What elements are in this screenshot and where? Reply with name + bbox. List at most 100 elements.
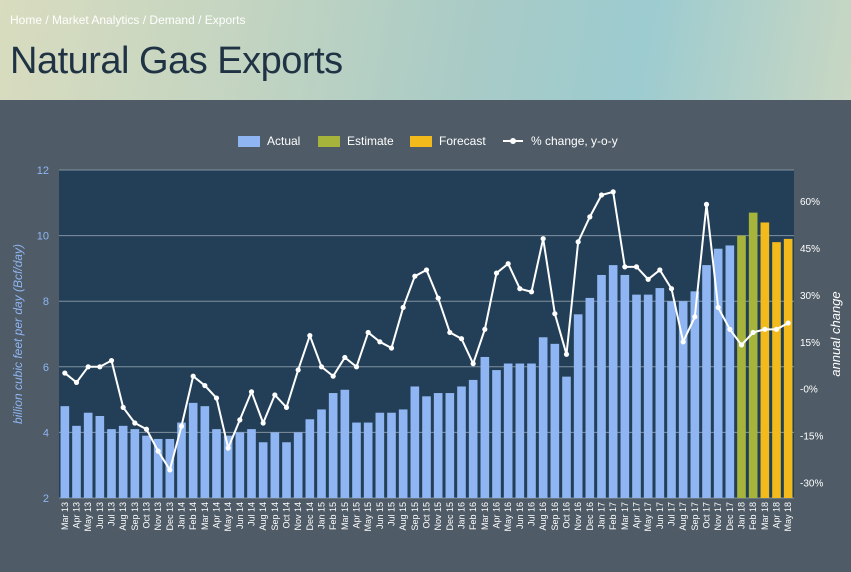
yoy-change-point[interactable] [458, 336, 465, 342]
bar[interactable] [550, 343, 560, 498]
bar[interactable] [760, 222, 770, 498]
bar[interactable] [620, 274, 630, 498]
yoy-change-point[interactable] [365, 329, 371, 336]
yoy-change-point[interactable] [260, 420, 266, 426]
bar[interactable] [678, 301, 688, 498]
yoy-change-point[interactable] [307, 332, 313, 339]
bar[interactable] [247, 429, 256, 498]
bar[interactable] [317, 409, 326, 498]
yoy-change-point[interactable] [353, 364, 360, 370]
yoy-change-point[interactable] [622, 264, 628, 270]
yoy-change-point[interactable] [225, 445, 231, 451]
bar[interactable] [95, 416, 105, 498]
yoy-change-point[interactable] [342, 354, 348, 361]
yoy-change-point[interactable] [692, 314, 698, 320]
yoy-change-point[interactable] [727, 326, 733, 332]
yoy-change-point[interactable] [108, 357, 115, 364]
bar[interactable] [352, 422, 361, 498]
bar[interactable] [492, 370, 501, 498]
bar[interactable] [457, 386, 466, 498]
yoy-change-point[interactable] [633, 264, 640, 270]
bar[interactable] [177, 422, 186, 498]
yoy-change-point[interactable] [563, 351, 570, 357]
bar[interactable] [340, 389, 350, 498]
bar[interactable] [188, 402, 198, 498]
yoy-change-point[interactable] [167, 467, 173, 473]
yoy-change-point[interactable] [715, 304, 721, 311]
yoy-change-point[interactable] [470, 361, 476, 367]
yoy-change-point[interactable] [447, 329, 453, 336]
yoy-change-point[interactable] [668, 286, 675, 292]
legend-label-forecast[interactable]: Forecast [439, 134, 486, 148]
yoy-change-point[interactable] [412, 273, 418, 279]
yoy-change-point[interactable] [517, 286, 523, 292]
yoy-change-point[interactable] [330, 373, 336, 379]
yoy-change-point[interactable] [482, 326, 488, 332]
yoy-change-point[interactable] [178, 423, 185, 429]
bar[interactable] [375, 412, 385, 498]
bar[interactable] [223, 435, 233, 498]
legend-label-actual[interactable]: Actual [267, 134, 300, 148]
yoy-change-point[interactable] [377, 339, 383, 345]
bar[interactable] [118, 425, 128, 498]
bar[interactable] [503, 363, 513, 498]
bar[interactable] [398, 409, 408, 498]
bar[interactable] [643, 294, 653, 498]
yoy-change-point[interactable] [680, 339, 686, 345]
bar[interactable] [468, 379, 478, 498]
yoy-change-point[interactable] [703, 201, 710, 207]
yoy-change-point[interactable] [645, 276, 651, 282]
yoy-change-point[interactable] [388, 345, 395, 351]
yoy-change-point[interactable] [610, 189, 616, 195]
bar[interactable] [433, 393, 443, 498]
bar[interactable] [60, 406, 70, 498]
bar[interactable] [783, 238, 793, 498]
bar[interactable] [585, 297, 595, 498]
bar[interactable] [737, 235, 746, 498]
yoy-change-point[interactable] [738, 342, 745, 348]
yoy-change-point[interactable] [155, 448, 161, 454]
yoy-change-point[interactable] [552, 311, 558, 317]
bar[interactable] [282, 442, 291, 498]
breadcrumb-demand[interactable]: Demand [149, 13, 195, 27]
yoy-change-point[interactable] [785, 320, 791, 326]
yoy-change-point[interactable] [493, 270, 500, 276]
yoy-change-point[interactable] [750, 329, 756, 336]
bar[interactable] [597, 274, 606, 498]
breadcrumb-home[interactable]: Home [10, 13, 43, 27]
bar[interactable] [72, 425, 81, 498]
bar[interactable] [445, 393, 455, 498]
yoy-change-point[interactable] [435, 295, 441, 301]
yoy-change-point[interactable] [85, 364, 91, 370]
yoy-change-point[interactable] [283, 404, 290, 411]
yoy-change-point[interactable] [120, 404, 126, 411]
yoy-change-point[interactable] [762, 326, 768, 332]
bar[interactable] [83, 412, 93, 498]
bar[interactable] [538, 337, 548, 498]
yoy-change-point[interactable] [73, 379, 80, 386]
bar[interactable] [632, 294, 641, 498]
yoy-change-point[interactable] [598, 192, 605, 198]
bar[interactable] [573, 314, 583, 498]
yoy-change-point[interactable] [132, 420, 138, 426]
yoy-change-point[interactable] [423, 267, 430, 273]
bar[interactable] [422, 396, 431, 498]
yoy-change-point[interactable] [143, 426, 150, 432]
bar[interactable] [772, 242, 781, 498]
yoy-change-point[interactable] [587, 214, 593, 220]
yoy-change-point[interactable] [190, 373, 196, 379]
bar[interactable] [713, 248, 723, 498]
bar[interactable] [515, 363, 525, 498]
yoy-change-point[interactable] [575, 239, 581, 245]
yoy-change-point[interactable] [237, 417, 243, 423]
bar[interactable] [655, 288, 665, 498]
bar[interactable] [153, 438, 163, 498]
bar[interactable] [235, 432, 245, 498]
bar[interactable] [107, 429, 116, 498]
bar[interactable] [608, 265, 618, 498]
bar[interactable] [690, 291, 700, 498]
legend-label-estimate[interactable]: Estimate [347, 134, 394, 148]
bar[interactable] [212, 429, 221, 498]
bar[interactable] [293, 432, 303, 498]
bar[interactable] [363, 422, 373, 498]
